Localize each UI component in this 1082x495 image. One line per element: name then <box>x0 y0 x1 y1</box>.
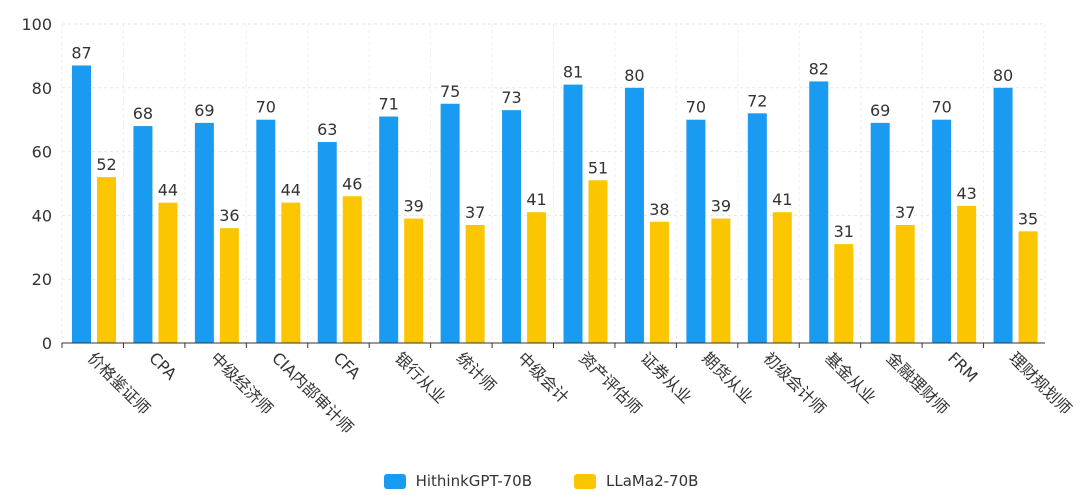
data-label-hithinkgpt: 70 <box>686 98 706 117</box>
bar-hithinkgpt <box>256 119 276 343</box>
data-label-llama2: 52 <box>96 155 116 174</box>
bar-llama2 <box>465 224 485 343</box>
x-tick-label: FRM <box>944 348 982 386</box>
bar-hithinkgpt <box>624 87 644 343</box>
bar-hithinkgpt <box>440 103 460 343</box>
data-label-llama2: 36 <box>219 206 239 225</box>
data-label-llama2: 46 <box>342 174 362 193</box>
bar-hithinkgpt <box>72 65 91 343</box>
data-label-llama2: 41 <box>526 190 546 209</box>
data-label-hithinkgpt: 70 <box>931 98 951 117</box>
y-tick-label: 100 <box>21 15 52 34</box>
data-label-llama2: 43 <box>956 184 976 203</box>
data-label-llama2: 44 <box>158 181 178 200</box>
bar-hithinkgpt <box>133 126 153 343</box>
data-label-hithinkgpt: 73 <box>501 88 521 107</box>
bar-llama2 <box>342 196 362 343</box>
x-tick-label: 中级经济师 <box>207 348 277 418</box>
data-label-hithinkgpt: 81 <box>563 63 583 82</box>
bar-llama2 <box>772 212 792 343</box>
data-label-hithinkgpt: 80 <box>624 66 644 85</box>
legend-item-hithinkgpt[interactable]: HithinkGPT-70B <box>383 472 533 490</box>
y-tick-label: 0 <box>42 334 52 353</box>
bar-llama2 <box>97 177 116 343</box>
bar-hithinkgpt <box>993 87 1013 343</box>
bar-llama2 <box>219 228 239 343</box>
data-label-hithinkgpt: 87 <box>71 43 91 62</box>
x-tick-label: 期货从业 <box>698 348 757 407</box>
x-tick-label: 统计师 <box>453 348 500 395</box>
data-label-hithinkgpt: 69 <box>194 101 214 120</box>
legend: HithinkGPT-70B LLaMa2-70B <box>0 472 1082 490</box>
data-label-hithinkgpt: 69 <box>870 101 890 120</box>
x-tick-label: 银行从业 <box>391 348 450 407</box>
x-tick-label: 初级会计师 <box>760 348 830 418</box>
bar-llama2 <box>711 218 731 343</box>
y-tick-label: 80 <box>32 79 52 98</box>
x-tick-label: 基金从业 <box>821 348 880 407</box>
bar-llama2 <box>527 212 547 343</box>
x-tick-label: 理财规划师 <box>1005 348 1075 418</box>
x-tick-label: 价格鉴证师 <box>84 348 154 418</box>
data-label-hithinkgpt: 71 <box>379 95 399 114</box>
bar-hithinkgpt <box>932 119 952 343</box>
y-tick-label: 60 <box>32 143 52 162</box>
data-label-hithinkgpt: 70 <box>256 98 276 117</box>
x-tick-label: 资产评估师 <box>575 348 645 418</box>
bar-llama2 <box>404 218 424 343</box>
x-tick-label: CPA <box>145 348 180 383</box>
bar-llama2 <box>834 244 854 343</box>
data-label-llama2: 51 <box>588 158 608 177</box>
bar-hithinkgpt <box>502 110 522 343</box>
x-tick-label: 证券从业 <box>637 348 696 407</box>
legend-label-llama2: LLaMa2-70B <box>606 472 699 490</box>
data-label-llama2: 39 <box>404 197 424 216</box>
bar-llama2 <box>588 180 608 343</box>
bar-hithinkgpt <box>563 84 583 344</box>
data-label-hithinkgpt: 68 <box>133 104 153 123</box>
bar-hithinkgpt <box>870 122 890 343</box>
bar-hithinkgpt <box>747 113 767 343</box>
bar-hithinkgpt <box>379 116 399 343</box>
data-label-llama2: 39 <box>711 197 731 216</box>
x-tick-label: 中级会计 <box>514 348 573 407</box>
bar-llama2 <box>158 202 178 343</box>
legend-swatch-hithinkgpt <box>383 473 406 489</box>
y-tick-label: 40 <box>32 206 52 225</box>
bar-llama2 <box>281 202 301 343</box>
data-label-hithinkgpt: 80 <box>993 66 1013 85</box>
bar-hithinkgpt <box>809 81 829 344</box>
y-tick-label: 20 <box>32 270 52 289</box>
x-tick-label: CFA <box>330 348 365 383</box>
data-label-llama2: 37 <box>465 203 485 222</box>
bar-llama2 <box>957 205 977 343</box>
data-label-llama2: 35 <box>1018 209 1038 228</box>
data-label-llama2: 44 <box>281 181 301 200</box>
data-label-llama2: 37 <box>895 203 915 222</box>
legend-label-hithinkgpt: HithinkGPT-70B <box>415 472 533 490</box>
bar-llama2 <box>1018 231 1038 343</box>
bar-hithinkgpt <box>194 122 214 343</box>
bar-chart: 0 20 40 60 80 100 87 68 69 70 63 71 75 73 81 80 70 72 82 69… <box>21 15 1075 437</box>
data-label-hithinkgpt: 63 <box>317 120 337 139</box>
data-label-hithinkgpt: 75 <box>440 82 460 101</box>
legend-swatch-llama2 <box>574 473 597 489</box>
data-label-llama2: 38 <box>649 200 669 219</box>
bar-llama2 <box>895 224 915 343</box>
data-label-hithinkgpt: 82 <box>809 59 829 78</box>
legend-item-llama2[interactable]: LLaMa2-70B <box>574 472 698 490</box>
data-label-hithinkgpt: 72 <box>747 91 767 110</box>
bar-hithinkgpt <box>317 142 337 343</box>
data-label-llama2: 41 <box>772 190 792 209</box>
data-label-llama2: 31 <box>834 222 854 241</box>
bar-hithinkgpt <box>686 119 706 343</box>
x-tick-label: 金融理财师 <box>883 348 953 418</box>
bar-llama2 <box>649 221 669 343</box>
